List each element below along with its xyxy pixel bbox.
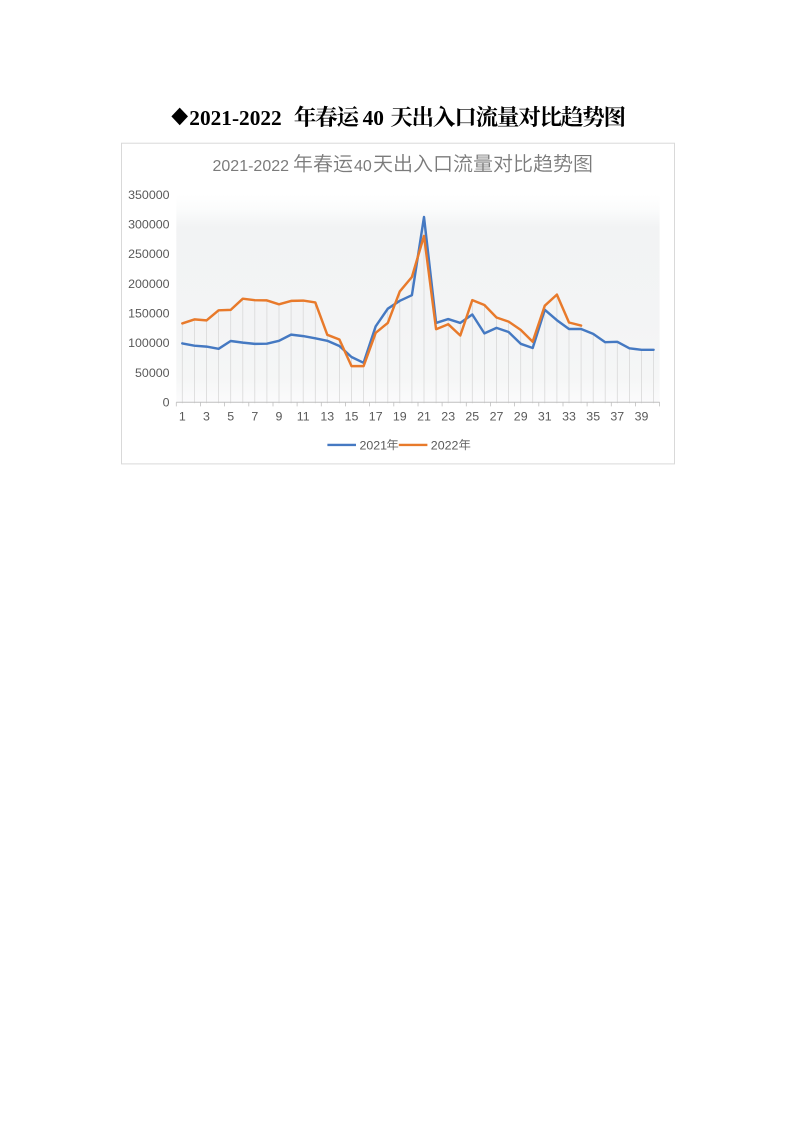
svg-text:27: 27 xyxy=(490,410,504,424)
svg-text:19: 19 xyxy=(393,410,407,424)
svg-text:0: 0 xyxy=(163,396,170,410)
svg-text:33: 33 xyxy=(562,410,576,424)
svg-text:15: 15 xyxy=(345,410,359,424)
svg-text:2021: 2021 xyxy=(360,438,388,452)
svg-text:200000: 200000 xyxy=(128,277,169,291)
svg-text:2022: 2022 xyxy=(431,438,459,452)
svg-text:2021-2022: 2021-2022 xyxy=(189,106,281,130)
svg-text:9: 9 xyxy=(276,410,283,424)
svg-text:250000: 250000 xyxy=(128,247,169,261)
svg-text:40: 40 xyxy=(354,158,372,175)
svg-text:11: 11 xyxy=(297,410,310,424)
svg-text:37: 37 xyxy=(610,410,624,424)
svg-text:3: 3 xyxy=(203,410,210,424)
svg-text:2021-2022: 2021-2022 xyxy=(213,158,290,175)
svg-text:25: 25 xyxy=(465,410,479,424)
svg-text:1: 1 xyxy=(179,410,186,424)
svg-text:7: 7 xyxy=(251,410,258,424)
svg-text:39: 39 xyxy=(635,410,649,424)
svg-text:29: 29 xyxy=(514,410,528,424)
svg-text:5: 5 xyxy=(227,410,234,424)
svg-text:100000: 100000 xyxy=(128,336,169,350)
svg-text:13: 13 xyxy=(320,410,334,424)
svg-text:150000: 150000 xyxy=(128,307,169,321)
svg-text:50000: 50000 xyxy=(135,366,170,380)
svg-text:23: 23 xyxy=(441,410,455,424)
svg-text:21: 21 xyxy=(417,410,431,424)
svg-text:35: 35 xyxy=(586,410,600,424)
svg-text:300000: 300000 xyxy=(128,218,169,232)
svg-text:17: 17 xyxy=(369,410,383,424)
svg-text:350000: 350000 xyxy=(128,188,169,202)
svg-text:40: 40 xyxy=(363,106,384,130)
svg-text:31: 31 xyxy=(538,410,552,424)
